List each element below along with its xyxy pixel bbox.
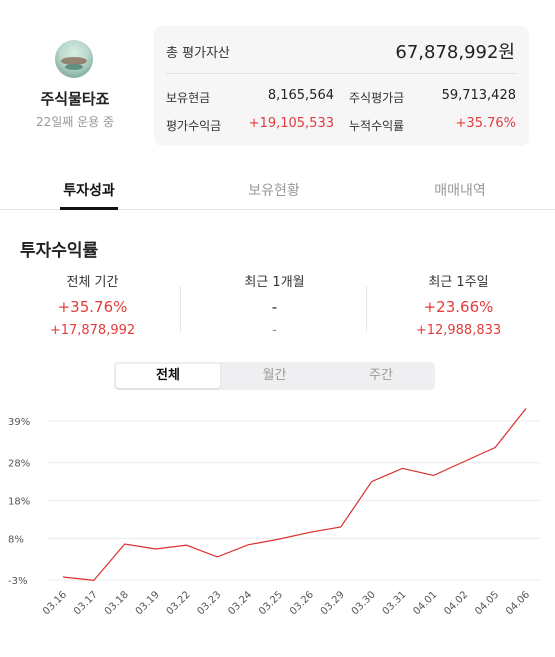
x-tick-label: 04.06 — [504, 589, 532, 617]
cash-value: 8,165,564 — [267, 88, 334, 103]
tab-performance[interactable]: 투자성과 — [63, 183, 115, 199]
x-tick-label: 04.01 — [411, 589, 439, 617]
stat-divider — [180, 286, 181, 332]
section-title: 투자수익률 — [20, 241, 99, 261]
period-selector: 전체 월간 주간 — [114, 362, 435, 390]
stat-label: 최근 1주일 — [428, 275, 489, 290]
period-monthly-button[interactable]: 월간 — [262, 368, 287, 383]
stat-label: 전체 기간 — [66, 275, 119, 290]
stat-all-period: 전체 기간 +35.76% +17,878,992 — [0, 272, 185, 342]
x-tick-label: 03.23 — [195, 589, 223, 617]
stock-eval-value: 59,713,428 — [441, 88, 516, 103]
x-tick-label: 03.26 — [288, 589, 316, 617]
stat-percent: +35.76% — [57, 298, 128, 316]
x-tick-label: 03.19 — [134, 589, 162, 617]
x-tick-label: 04.05 — [473, 589, 501, 617]
period-weekly-button[interactable]: 주간 — [369, 368, 393, 383]
y-tick-label: 18% — [8, 497, 30, 508]
x-tick-label: 04.02 — [442, 589, 470, 617]
profile-run-days: 22일째 운용 중 — [35, 115, 115, 129]
x-tick-label: 03.24 — [226, 589, 254, 617]
cumulative-return-label: 누적수익률 — [349, 119, 405, 133]
x-tick-label: 03.30 — [350, 589, 378, 617]
tab-bar: 투자성과 보유현황 매매내역 — [0, 176, 555, 210]
period-all-button[interactable]: 전체 — [116, 364, 220, 388]
stat-label: 최근 1개월 — [244, 275, 305, 290]
stat-last-week: 최근 1주일 +23.66% +12,988,833 — [366, 272, 551, 342]
y-tick-label: 8% — [8, 534, 24, 545]
avatar — [55, 40, 93, 78]
stat-percent: +23.66% — [423, 298, 494, 316]
stat-percent: - — [271, 298, 278, 316]
total-assets-label: 총 평가자산 — [166, 46, 230, 61]
tab-holdings[interactable]: 보유현황 — [248, 183, 300, 199]
y-tick-label: 28% — [8, 459, 30, 470]
x-tick-label: 03.16 — [41, 589, 69, 617]
return-line-chart: 39%28%18%8%-3%03.16 03.17 03.18 03.19 03.22 0… — [8, 408, 540, 617]
asset-summary-card: 총 평가자산 67,878,992원 보유현금 8,165,564 주식평가금 … — [154, 26, 529, 146]
x-tick-label: 03.17 — [72, 589, 100, 617]
x-tick-label: 03.22 — [165, 589, 193, 617]
y-tick-label: -3% — [8, 576, 27, 587]
x-tick-label: 03.18 — [103, 589, 131, 617]
x-tick-label: 03.25 — [257, 589, 285, 617]
stat-last-month: 최근 1개월 - - — [182, 272, 367, 342]
eval-profit-label: 평가수익금 — [166, 119, 222, 133]
x-tick-label: 03.31 — [381, 589, 409, 617]
stat-amount: +12,988,833 — [415, 323, 502, 338]
total-assets-value: 67,878,992원 — [395, 42, 515, 63]
stat-amount: +17,878,992 — [49, 323, 136, 338]
y-tick-label: 39% — [8, 417, 30, 428]
profile-name: 주식물타죠 — [40, 90, 110, 108]
active-tab-indicator — [60, 207, 118, 210]
cumulative-return-value: +35.76% — [455, 116, 516, 131]
x-tick-label: 03.29 — [319, 589, 347, 617]
return-series-line — [62, 408, 527, 582]
stock-eval-label: 주식평가금 — [349, 91, 405, 105]
eval-profit-value: +19,105,533 — [248, 116, 334, 131]
tab-trade-history[interactable]: 매매내역 — [434, 183, 486, 199]
card-divider — [166, 73, 517, 74]
return-stats: 전체 기간 +35.76% +17,878,992 최근 1개월 - - 최근 … — [0, 272, 555, 347]
stat-divider — [366, 286, 367, 332]
stat-amount: - — [272, 323, 277, 338]
cash-label: 보유현금 — [166, 91, 211, 105]
